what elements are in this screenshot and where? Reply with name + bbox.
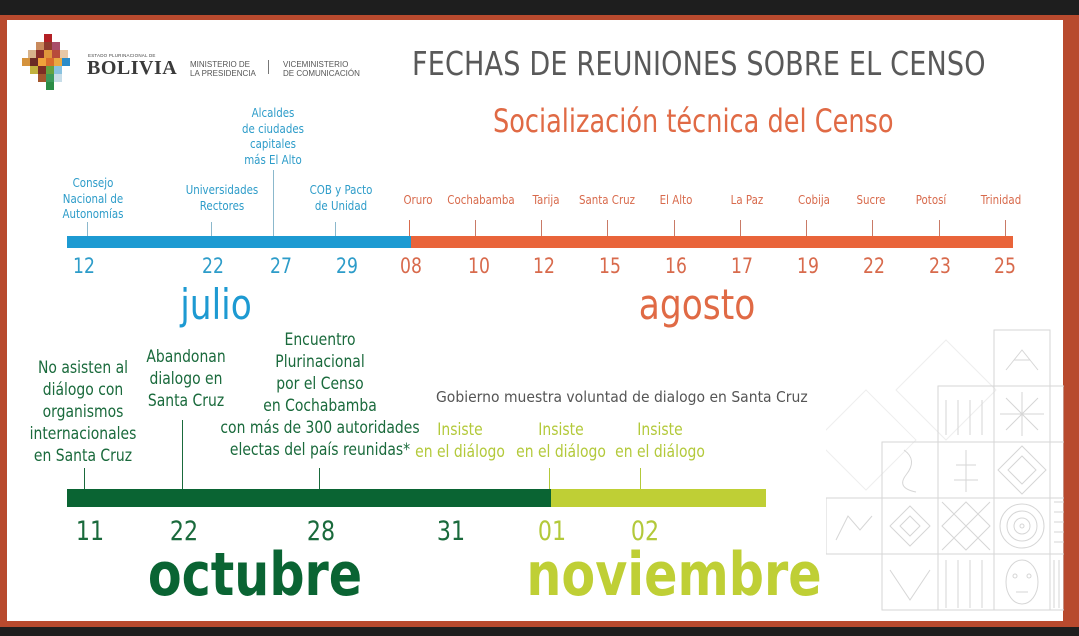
agosto-bar xyxy=(411,236,1013,248)
tick-jul-29 xyxy=(335,222,336,236)
infographic-background xyxy=(7,20,1063,621)
month-noviembre: noviembre xyxy=(526,540,822,610)
tick-ago-16 xyxy=(674,220,675,236)
bottom-band xyxy=(0,627,1079,636)
day-ago-15: 15 xyxy=(599,254,621,278)
month-agosto: agosto xyxy=(638,280,756,329)
event-ago-22: Sucre xyxy=(856,192,886,207)
tick-ago-22 xyxy=(872,220,873,236)
tick-ago-15 xyxy=(607,220,608,236)
day-jul-22: 22 xyxy=(202,254,224,278)
logo-bolivia-text: BOLIVIA xyxy=(87,57,178,79)
tick-jul-27 xyxy=(273,170,274,236)
viceministry-label: VICEMINISTERIO DE COMUNICACIÓN xyxy=(283,60,360,78)
tick-ago-08 xyxy=(409,220,410,236)
tick-oct-22 xyxy=(182,420,183,489)
event-jul-27: Alcaldes de ciudades capitales más El Al… xyxy=(242,105,304,167)
event-ago-17: La Paz xyxy=(730,192,764,207)
textile-pattern-decoration xyxy=(815,320,1065,620)
day-oct-11: 11 xyxy=(75,516,105,547)
event-jul-12: Consejo Nacional de Autonomías xyxy=(62,175,124,221)
tick-ago-17 xyxy=(740,220,741,236)
tick-jul-12 xyxy=(87,222,88,236)
tick-jul-22 xyxy=(211,222,212,236)
ministry-label: MINISTERIO DE LA PRESIDENCIA xyxy=(190,60,256,78)
event-ago-15: Santa Cruz xyxy=(578,192,636,207)
day-nov-01: 01 xyxy=(537,516,567,547)
day-ago-16: 16 xyxy=(665,254,687,278)
event-jul-29: COB y Pacto de Unidad xyxy=(309,182,373,213)
government-note: Gobierno muestra voluntad de dialogo en … xyxy=(436,388,808,406)
day-ago-17: 17 xyxy=(731,254,753,278)
bolivia-logo-icon xyxy=(22,34,74,96)
page-title: FECHAS DE REUNIONES SOBRE EL CENSO xyxy=(412,44,986,83)
event-jul-22: Universidades Rectores xyxy=(185,182,259,213)
day-ago-22: 22 xyxy=(863,254,885,278)
day-jul-27: 27 xyxy=(270,254,292,278)
day-oct-31: 31 xyxy=(436,516,466,547)
day-ago-23: 23 xyxy=(929,254,951,278)
day-ago-08: 08 xyxy=(400,254,422,278)
ministry-divider xyxy=(268,60,269,74)
noviembre-bar xyxy=(551,489,766,507)
event-ago-23: Potosí xyxy=(915,192,947,207)
tick-nov-01 xyxy=(549,468,550,489)
day-nov-02: 02 xyxy=(630,516,660,547)
octubre-bar xyxy=(67,489,552,507)
day-jul-29: 29 xyxy=(336,254,358,278)
tick-ago-19 xyxy=(806,220,807,236)
page-subtitle: Socialización técnica del Censo xyxy=(493,102,894,140)
tick-oct-11 xyxy=(84,468,85,489)
event-oct-22: Abandonan dialogo en Santa Cruz xyxy=(146,347,226,411)
logo-small-text: ESTADO PLURINACIONAL DE xyxy=(88,53,156,58)
tick-nov-02 xyxy=(640,468,641,489)
event-oct-31-insiste: Insiste en el diálogo xyxy=(415,420,505,462)
event-ago-10: Cochabamba xyxy=(447,192,515,207)
month-octubre: octubre xyxy=(147,540,363,610)
tick-ago-23 xyxy=(939,220,940,236)
day-oct-22: 22 xyxy=(169,516,199,547)
tick-ago-12 xyxy=(541,220,542,236)
day-ago-10: 10 xyxy=(468,254,490,278)
day-ago-12: 12 xyxy=(533,254,555,278)
event-nov-02: Insiste en el diálogo xyxy=(615,420,705,462)
month-julio: julio xyxy=(180,280,252,329)
day-jul-12: 12 xyxy=(73,254,95,278)
day-ago-25: 25 xyxy=(994,254,1016,278)
event-oct-11: No asisten al diálogo con organismos int… xyxy=(29,358,137,466)
event-ago-19: Cobija xyxy=(798,192,830,207)
event-ago-08: Oruro xyxy=(403,192,433,207)
event-nov-01: Insiste en el diálogo xyxy=(516,420,606,462)
event-ago-16: El Alto xyxy=(659,192,693,207)
tick-oct-28 xyxy=(319,468,320,489)
day-oct-28: 28 xyxy=(306,516,336,547)
julio-bar xyxy=(67,236,412,248)
tick-ago-25 xyxy=(1005,220,1006,236)
event-ago-25: Trinidad xyxy=(980,192,1022,207)
event-ago-12: Tarija xyxy=(532,192,560,207)
tick-ago-10 xyxy=(475,220,476,236)
day-ago-19: 19 xyxy=(797,254,819,278)
event-oct-28: Encuentro Plurinacional por el Censo en … xyxy=(220,330,420,460)
